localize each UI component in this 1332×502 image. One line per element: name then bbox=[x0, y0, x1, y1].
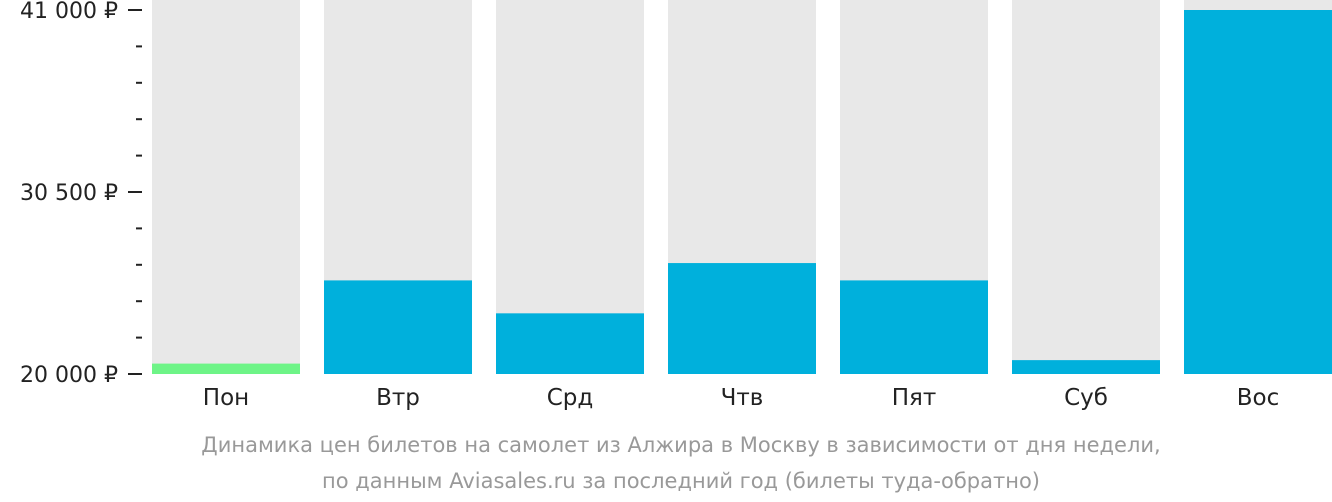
x-tick-label: Чтв bbox=[721, 385, 764, 411]
bar-Втр bbox=[324, 280, 472, 374]
bar-Срд bbox=[496, 313, 644, 374]
bar-Чтв bbox=[668, 263, 816, 374]
price-by-weekday-chart: 41 000 ₽ 30 500 ₽ 20 000 ₽ Пон Втр Срд Чтв Пят С… bbox=[20, 0, 1332, 411]
y-tick-label: 41 000 ₽ bbox=[20, 0, 118, 24]
x-tick-label: Суб bbox=[1064, 385, 1108, 411]
chart-caption-line-1: Динамика цен билетов на самолет из Алжир… bbox=[201, 433, 1161, 457]
bar-Пят bbox=[840, 280, 988, 374]
x-tick-label: Втр bbox=[376, 385, 420, 411]
x-tick-label: Пон bbox=[203, 385, 249, 411]
bar-background bbox=[1012, 0, 1160, 374]
bar-background bbox=[152, 0, 300, 374]
x-tick-label: Пят bbox=[892, 385, 937, 411]
chart-caption-line-2: по данным Aviasales.ru за последний год … bbox=[322, 469, 1040, 493]
x-tick-label: Срд bbox=[547, 385, 594, 411]
y-tick-label: 20 000 ₽ bbox=[20, 363, 118, 388]
y-tick-label: 30 500 ₽ bbox=[20, 181, 118, 206]
bar-background bbox=[496, 0, 644, 374]
bar-Пон bbox=[152, 363, 300, 374]
x-tick-label: Вос bbox=[1237, 385, 1280, 411]
bar-Вос bbox=[1184, 10, 1332, 374]
bar-Суб bbox=[1012, 360, 1160, 374]
